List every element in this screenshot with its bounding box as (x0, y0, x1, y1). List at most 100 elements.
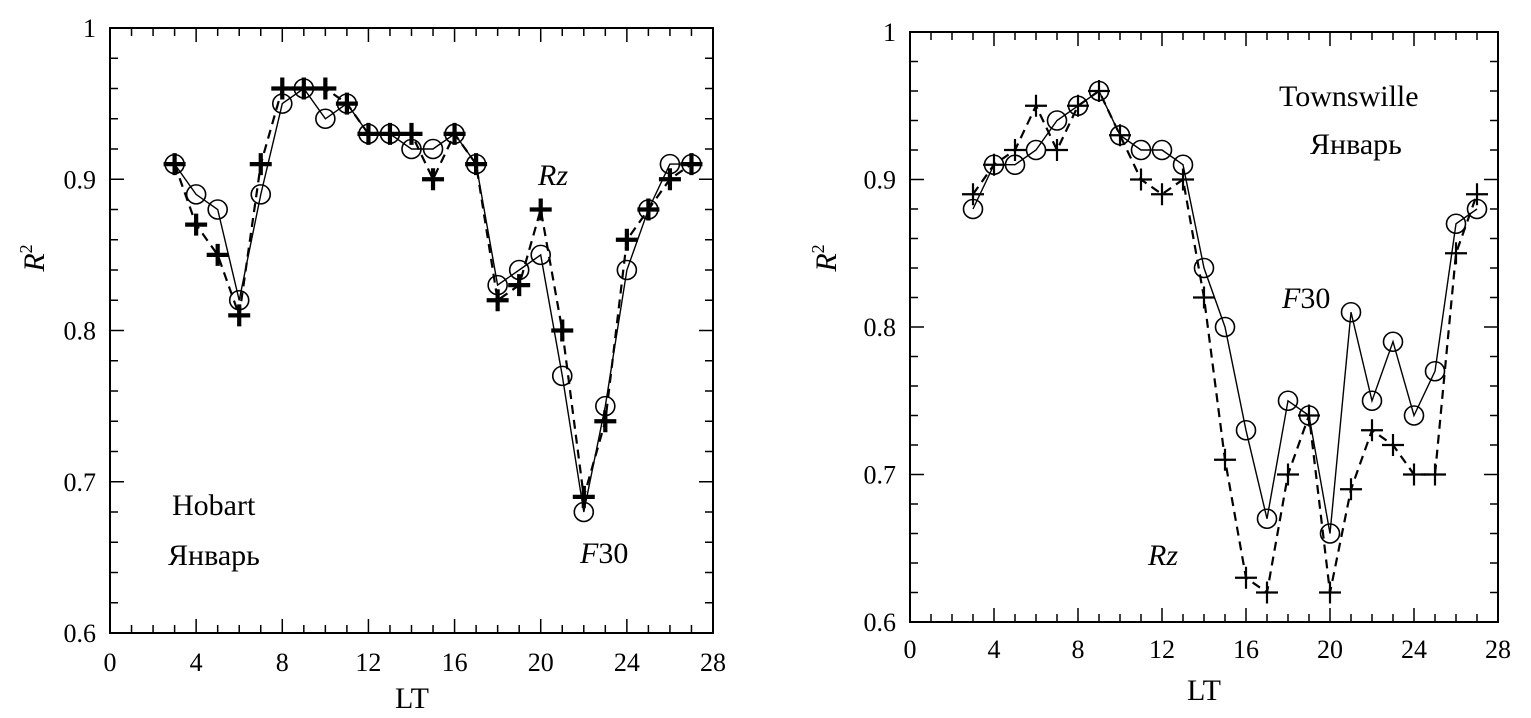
hobart-rz-point (680, 153, 703, 176)
hobart-f30-point (595, 395, 616, 417)
hobart-f30-point (164, 153, 185, 175)
hobart-rz-point (163, 153, 186, 176)
hobart-rz-point (637, 198, 660, 221)
townswille-f30-point (1298, 405, 1320, 426)
hobart-f30-point (659, 153, 681, 175)
hobart-f30-point (551, 365, 573, 387)
hobart-f30-point (271, 93, 293, 114)
townswille-series-layer (962, 80, 1488, 604)
townswille-rz-point (1046, 139, 1068, 161)
townswille-rz-point (1130, 168, 1152, 191)
hobart-rz-point (185, 213, 208, 236)
x-tick-label: 24 (1401, 635, 1427, 664)
townswille-xlabel: LT (1187, 674, 1221, 707)
townswille-f30-point (1025, 139, 1047, 161)
y-tick-label: 1 (83, 14, 96, 43)
hobart-rz-label: Rz (537, 159, 568, 192)
y-tick-label: 0.7 (64, 468, 97, 497)
x-tick-label: 4 (190, 648, 203, 677)
townswille-rz-point (1424, 463, 1446, 486)
hobart-f30-point (250, 184, 272, 205)
hobart-rz-point (486, 289, 509, 312)
hobart-f30-point (207, 199, 228, 220)
townswille-rz-point (962, 183, 984, 206)
hobart-tick-marks: 0 4 8 12 16 20 24 28 0.6 0.7 0.8 0.9 1 (64, 14, 727, 677)
hobart-rz-point (249, 153, 272, 176)
townswille-f30-point (1046, 110, 1068, 131)
townswille-f30-point (1193, 257, 1215, 279)
x-tick-label: 28 (1485, 635, 1511, 664)
townswille-rz-point (1466, 183, 1488, 206)
hobart-rz-point (271, 77, 294, 100)
hobart-f30-point (638, 199, 659, 220)
x-tick-label: 0 (104, 648, 117, 677)
hobart-rz-point (292, 77, 315, 100)
x-tick-label: 0 (904, 635, 917, 664)
y-tick-label: 0.9 (64, 165, 97, 194)
x-tick-label: 24 (614, 648, 640, 677)
townswille-tick-marks: 0 4 8 12 16 20 24 28 0.6 0.7 0.8 0.9 1 (864, 18, 1512, 664)
hobart-rz-point (228, 304, 251, 327)
hobart-f30-point (185, 184, 207, 205)
x-tick-label: 16 (442, 648, 468, 677)
hobart-rz-point (572, 485, 595, 508)
townswille-f30-line (972, 89, 1478, 534)
townswille-rz-point (1193, 286, 1215, 309)
townswille-f30-point (1382, 331, 1404, 353)
x-tick-label: 8 (1072, 635, 1085, 664)
hobart-station-label: Hobart (172, 489, 256, 522)
hobart-f30-point (228, 289, 250, 311)
hobart-f30-point (487, 274, 508, 296)
hobart-rz-point (508, 274, 531, 297)
hobart-f30-point (358, 123, 379, 145)
townswille-f30-label: F30 (1281, 282, 1330, 315)
townswille-f30-point (1130, 139, 1152, 161)
townswille-rz-point (1445, 242, 1467, 265)
hobart-f30-label-f: F (579, 537, 599, 570)
townswille-f30-point (1466, 198, 1488, 220)
townswille-plot-frame (909, 31, 1499, 623)
hobart-f30-point (379, 123, 401, 145)
hobart-f30-point (508, 259, 530, 281)
townswille-rz-point (1214, 448, 1236, 471)
hobart-f30-point (336, 93, 358, 114)
y-tick-label: 0.9 (864, 166, 897, 195)
hobart-f30-point (444, 123, 465, 145)
townswille-f30-point (1403, 405, 1425, 426)
hobart-f30-point (401, 138, 422, 160)
townswille-f30-point (962, 198, 984, 220)
townswille-f30-label-f: F (1281, 282, 1301, 315)
townswille-rz-point (1277, 463, 1299, 486)
townswille-chart-panel: 0 4 8 12 16 20 24 28 0.6 0.7 0.8 0.9 1 Townswille Ян… (808, 18, 1511, 707)
hobart-rz-point (529, 198, 552, 221)
townswille-f30-point (1214, 316, 1236, 338)
townswille-rz-point (1025, 94, 1047, 117)
townswille-f30-point (983, 154, 1005, 176)
townswille-f30-point (1067, 95, 1089, 117)
x-tick-label: 4 (988, 635, 1001, 664)
y-tick-label: 1 (883, 18, 896, 47)
hobart-rz-point (206, 243, 229, 266)
hobart-rz-point (335, 92, 358, 115)
hobart-ylabel-sup: 2 (16, 244, 36, 253)
hobart-rz-point (378, 122, 401, 145)
townswille-f30-point (1172, 154, 1194, 176)
hobart-f30-point (315, 108, 336, 130)
townswille-month-label: Январь (1310, 128, 1402, 161)
y-tick-label: 0.8 (864, 313, 897, 342)
townswille-f30-point (1445, 213, 1467, 235)
townswille-f30-label-30: 30 (1300, 282, 1330, 315)
hobart-f30-point (422, 138, 444, 160)
townswille-rz-point (1382, 434, 1404, 456)
hobart-rz-point (465, 153, 488, 176)
hobart-month-label: Январь (168, 539, 260, 572)
hobart-rz-point (443, 122, 466, 145)
townswille-f30-point (1277, 390, 1299, 412)
hobart-rz-point (551, 319, 574, 342)
townswille-rz-point (1109, 124, 1131, 147)
townswille-f30-point (1319, 523, 1341, 544)
hobart-f30-point (616, 259, 638, 281)
hobart-f30-point (530, 244, 552, 266)
hobart-f30-point (465, 153, 487, 175)
townswille-rz-point (1403, 463, 1425, 486)
